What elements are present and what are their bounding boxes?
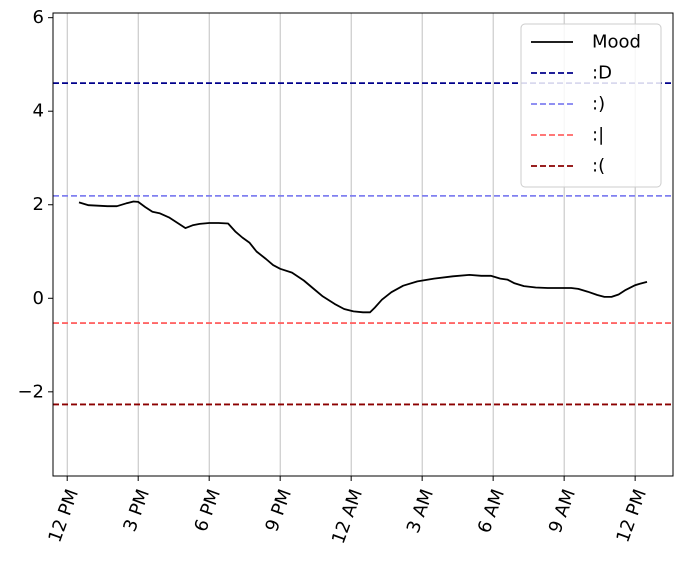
y-tick-label-3: 4: [33, 101, 44, 122]
x-tick-label-7: 9 AM: [545, 486, 580, 535]
x-tick-label-6: 6 AM: [474, 486, 509, 535]
x-tick-label-5: 3 AM: [403, 486, 438, 535]
x-tick-label-4: 12 AM: [328, 486, 367, 546]
series-line-mood: [78, 200, 648, 314]
legend-label-4: :(: [592, 156, 605, 177]
x-tick-label-3: 9 PM: [261, 486, 296, 534]
legend-box: [520, 23, 662, 188]
x-axis: 12 PM 3 PM 6 PM 9 PM 12 AM 3 AM 6 AM 9 AM 12 PM: [45, 476, 651, 547]
legend-label-2: :): [592, 94, 605, 115]
legend: Mood :D:) :| :(: [520, 23, 662, 188]
y-axis: −2 0 2 4 6: [17, 7, 53, 402]
x-tick-label-2: 6 PM: [190, 486, 225, 534]
y-tick-label-4: 6: [33, 7, 44, 28]
legend-label-0: Mood: [592, 32, 641, 53]
y-tick-label-1: 0: [33, 288, 44, 309]
plot-frame: [52, 12, 674, 477]
legend-label-3: :|: [592, 125, 604, 146]
mood-series: [78, 200, 648, 314]
x-tick-label-1: 3 PM: [119, 486, 154, 534]
x-tick-label-8: 12 PM: [612, 486, 651, 545]
legend-label-1: :D: [592, 63, 612, 84]
y-tick-label-2: 2: [33, 194, 44, 215]
x-tick-label-0: 12 PM: [45, 486, 84, 545]
y-tick-label-0: −2: [17, 381, 44, 402]
